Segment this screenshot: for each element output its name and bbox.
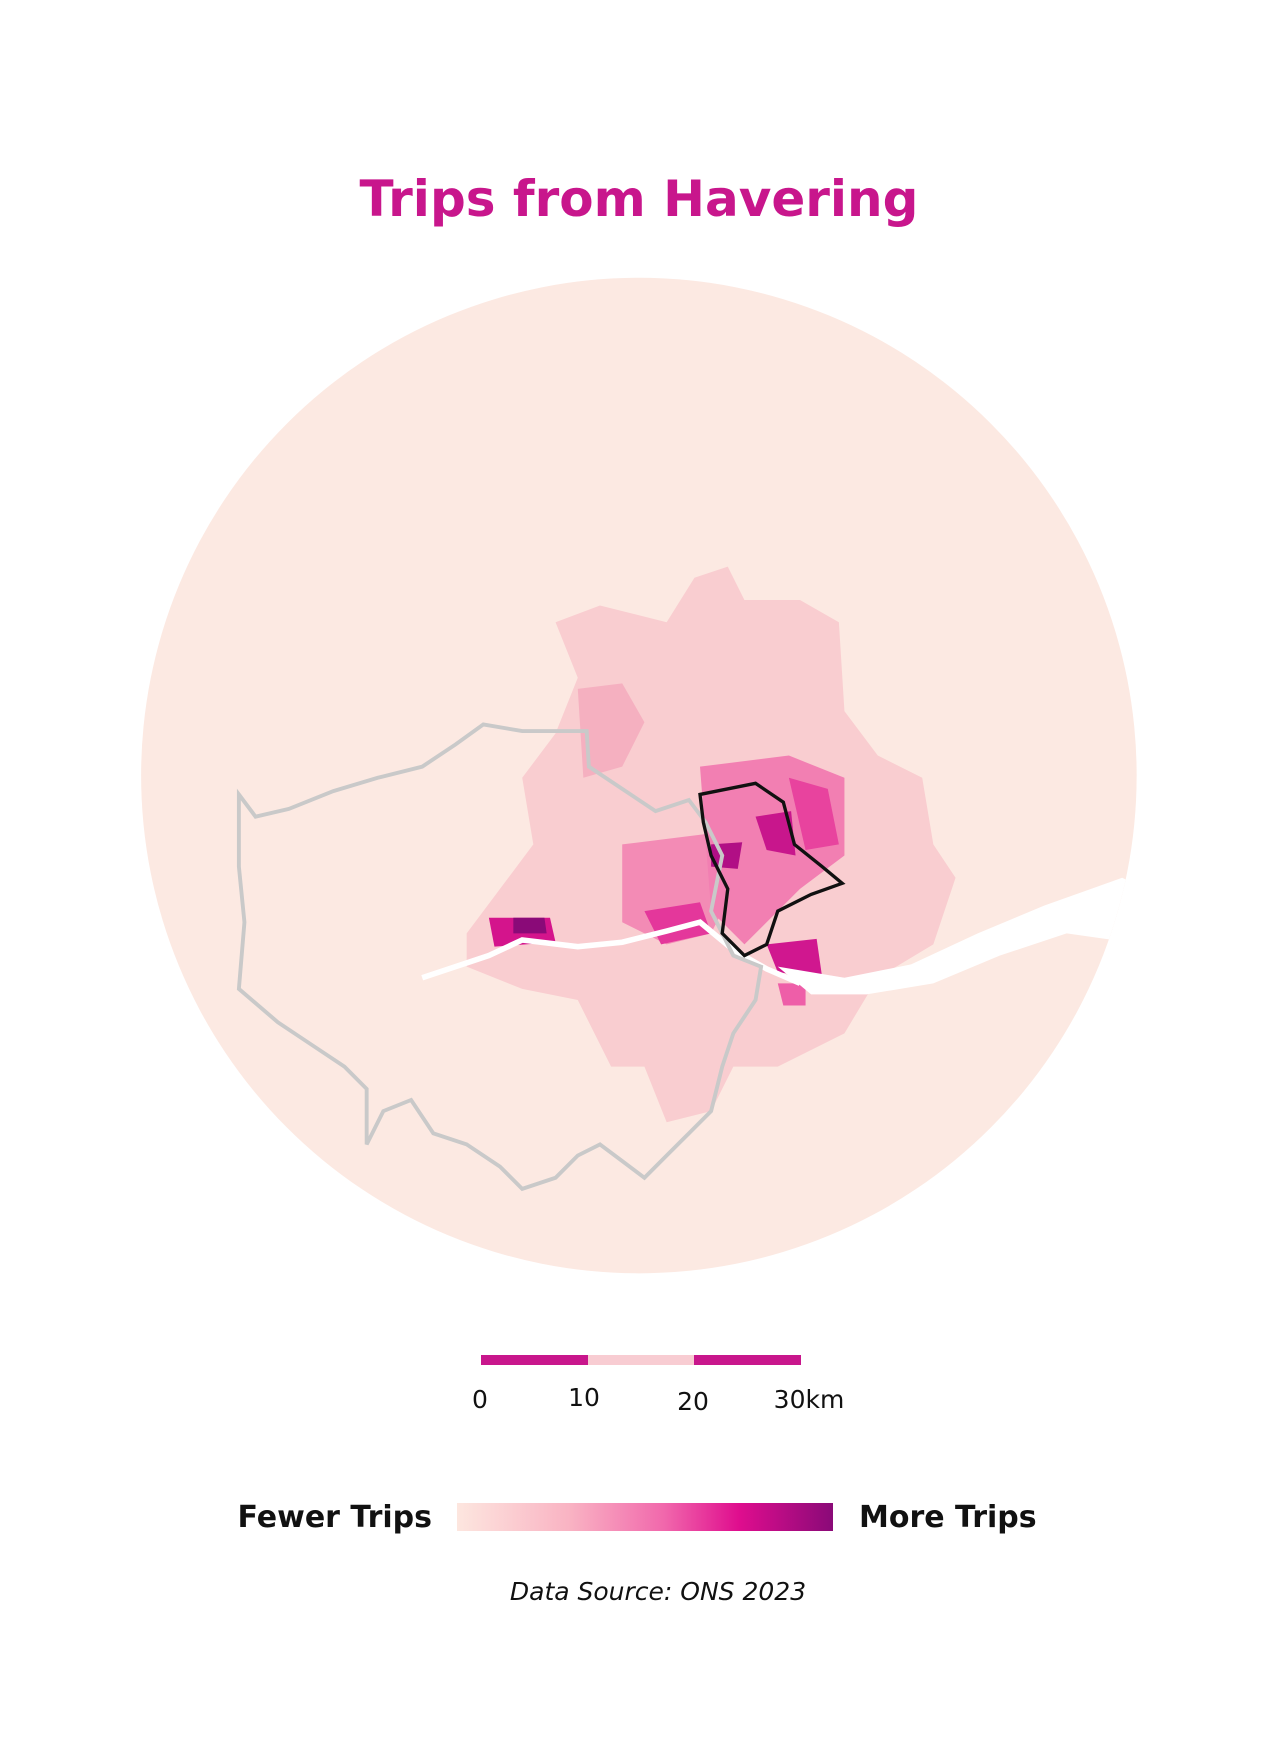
scale-label: 0 [472, 1385, 488, 1414]
legend-high: More Trips [859, 1500, 1037, 1535]
region [788, 777, 839, 850]
london-boundary [236, 722, 764, 1192]
region [513, 917, 547, 934]
scale-bar-segment [481, 1355, 588, 1365]
scale-bar-segment [694, 1355, 801, 1365]
havering-boundary [698, 781, 846, 958]
data-source: Data Source: ONS 2023 [510, 1577, 806, 1606]
map [141, 277, 1137, 1274]
legend-low: Fewer Trips [237, 1500, 432, 1535]
scale-bar-segment [588, 1355, 694, 1365]
scale-label: 10 [568, 1383, 600, 1412]
river [421, 919, 802, 986]
estuary [777, 877, 1137, 995]
region [755, 811, 796, 856]
region [777, 983, 806, 1006]
scale-label: 20 [677, 1387, 709, 1416]
title: Trips from Havering [360, 170, 919, 228]
region [577, 683, 645, 778]
legend-gradient [457, 1503, 833, 1531]
scale-label: 30km [774, 1385, 845, 1414]
